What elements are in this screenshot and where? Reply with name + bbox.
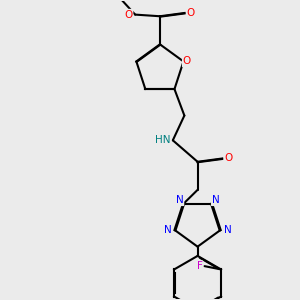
Text: F: F (196, 261, 202, 271)
Text: O: O (224, 154, 232, 164)
Text: O: O (124, 10, 133, 20)
Text: N: N (176, 195, 184, 205)
Text: N: N (164, 225, 172, 235)
Text: O: O (183, 56, 191, 66)
Text: N: N (224, 225, 231, 235)
Text: O: O (187, 8, 195, 18)
Text: N: N (212, 195, 219, 205)
Text: HN: HN (155, 135, 171, 145)
